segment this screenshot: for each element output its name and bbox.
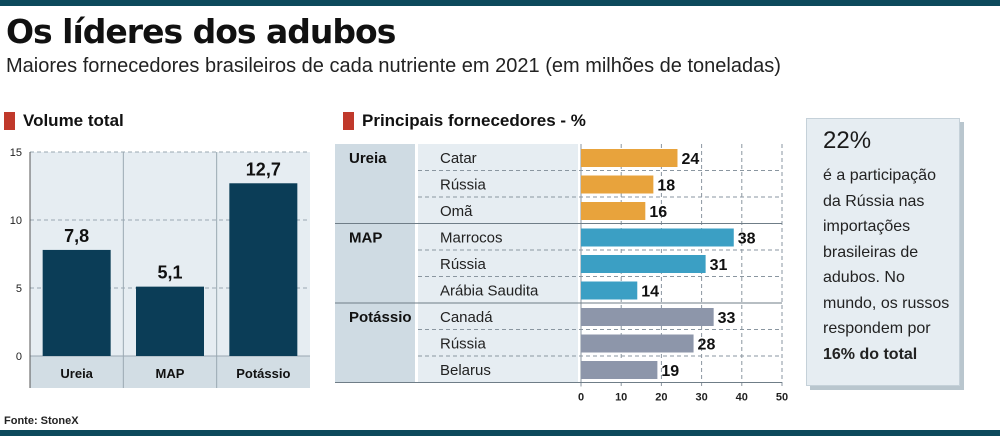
volume-bar-chart: 0 5 10 15 7,8 Ureia 5,1 MAP 12,7 Potássio	[10, 147, 310, 388]
volume-bar	[229, 183, 298, 356]
x-tick-label: 20	[655, 392, 667, 404]
callout-emphasis: 16% do total	[823, 345, 918, 363]
y-tick-label: 10	[10, 215, 22, 227]
x-tick-label: 10	[615, 392, 627, 404]
supplier-bar	[581, 149, 678, 167]
bar-value-label: 24	[681, 151, 699, 168]
supplier-label: Omã	[440, 203, 473, 220]
supplier-label: Rússia	[440, 256, 487, 273]
category-label: Ureia	[60, 366, 93, 381]
volume-section-heading: Volume total	[4, 110, 124, 132]
nutrient-column	[335, 144, 415, 383]
chart-subtitle: Maiores fornecedores brasileiros de cada…	[6, 55, 781, 77]
bar-value-label: 12,7	[246, 159, 281, 179]
volume-bar	[42, 249, 111, 356]
y-tick-label: 0	[16, 351, 22, 363]
category-band	[30, 356, 310, 388]
supplier-label: Rússia	[440, 336, 487, 353]
y-tick-label: 5	[16, 283, 22, 295]
x-tick-label: 50	[776, 392, 788, 404]
bar-value-label: 38	[738, 231, 756, 248]
bar-value-label: 18	[657, 178, 675, 195]
chart-title: Os líderes dos adubos	[6, 12, 396, 51]
x-tick-label: 30	[695, 392, 707, 404]
supplier-bar	[581, 228, 734, 247]
supplier-bar	[581, 334, 694, 353]
supplier-bar	[581, 308, 714, 326]
supplier-bar	[581, 361, 658, 379]
suppliers-section-label: Principais fornecedores - %	[362, 111, 586, 130]
bar-value-label: 31	[710, 257, 728, 274]
suppliers-bar-chart: 0 10 20 30 40 50 Ureia Catar 24 Rússia 18 Omã 16 MAP M…	[335, 144, 788, 404]
nutrient-label: Potássio	[349, 309, 412, 326]
source-note: Fonte: StoneX	[4, 415, 79, 427]
y-tick-label: 15	[10, 147, 22, 159]
supplier-label: Marrocos	[440, 230, 503, 247]
bar-value-label: 33	[718, 310, 736, 327]
bar-value-label: 16	[649, 204, 667, 221]
supplier-label: Catar	[440, 150, 477, 167]
callout-text: é a participação da Rússia nas importaçõ…	[823, 163, 955, 367]
callout-percentage: 22%	[823, 127, 872, 154]
suppliers-section-heading: Principais fornecedores - %	[343, 110, 586, 132]
category-label: MAP	[156, 366, 185, 381]
x-tick-label: 40	[736, 392, 748, 404]
section-marker	[343, 112, 354, 130]
russia-callout: 22% é a participação da Rússia nas impor…	[806, 118, 960, 386]
bar-value-label: 28	[698, 337, 716, 354]
top-rule	[0, 0, 1000, 6]
bar-value-label: 5,1	[157, 263, 182, 283]
supplier-label: Belarus	[440, 362, 491, 379]
bottom-rule	[0, 430, 1000, 436]
category-label: Potássio	[236, 366, 290, 381]
supplier-column	[418, 144, 578, 383]
volume-section-label: Volume total	[23, 111, 124, 130]
supplier-label: Arábia Saudita	[440, 283, 539, 300]
supplier-label: Rússia	[440, 177, 487, 194]
supplier-bar	[581, 202, 646, 220]
x-tick-label: 0	[578, 392, 584, 404]
nutrient-label: MAP	[349, 230, 382, 247]
nutrient-label: Ureia	[349, 150, 387, 167]
supplier-label: Canadá	[440, 309, 493, 326]
supplier-bar	[581, 281, 638, 300]
bar-value-label: 7,8	[64, 226, 89, 246]
volume-bar	[136, 286, 204, 356]
bar-value-label: 14	[641, 284, 659, 301]
callout-body: é a participação da Rússia nas importaçõ…	[823, 167, 950, 337]
bar-value-label: 19	[661, 363, 679, 380]
supplier-bar	[581, 175, 654, 194]
supplier-bar	[581, 255, 706, 273]
section-marker	[4, 112, 15, 130]
